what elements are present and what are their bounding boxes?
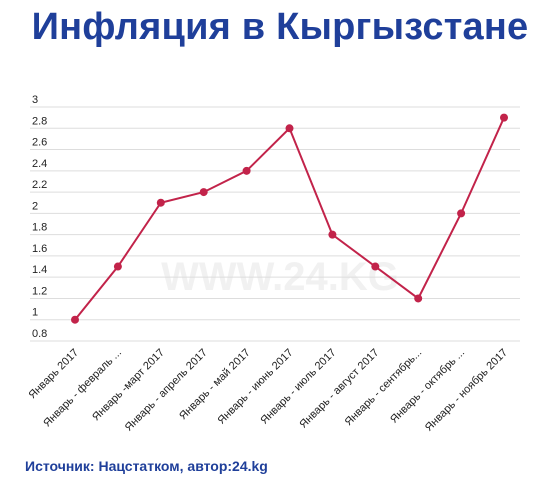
source-note: Источник: Нацстатком, автор:24.kg bbox=[25, 458, 268, 474]
data-point bbox=[113, 262, 122, 271]
y-tick-label: 2.6 bbox=[32, 137, 47, 149]
data-point bbox=[71, 315, 79, 324]
y-tick-label: 1.6 bbox=[32, 243, 47, 255]
y-axis-ticks: 0.8 1 1.2 1.4 1.6 1.8 2 2.2 2.4 2.6 2.8 3 bbox=[32, 94, 47, 340]
x-tick-label: Январь - июль 2017 bbox=[258, 347, 338, 427]
y-tick-label: 3 bbox=[32, 94, 38, 106]
y-tick-label: 2.8 bbox=[32, 115, 47, 127]
y-tick-label: 0.8 bbox=[32, 328, 47, 340]
x-tick-label: Январь - октябрь ... bbox=[388, 347, 467, 426]
data-point bbox=[199, 188, 208, 197]
x-tick-label: Январь -март 2017 bbox=[90, 347, 167, 424]
series-points bbox=[71, 113, 508, 324]
x-tick-label: Январь - сентябрь... bbox=[343, 347, 425, 429]
grid-lines bbox=[30, 106, 520, 342]
data-point bbox=[500, 113, 508, 122]
x-tick-label: Январь - апрель 2017 bbox=[123, 347, 210, 434]
y-tick-label: 1.4 bbox=[32, 264, 47, 276]
data-point bbox=[156, 198, 165, 207]
y-tick-label: 2.4 bbox=[32, 158, 47, 170]
x-tick-label: Январь - август 2017 bbox=[297, 347, 381, 431]
y-tick-label: 2 bbox=[32, 200, 38, 212]
chart-title: Инфляция в Кыргызстане bbox=[31, 6, 529, 48]
data-point bbox=[371, 262, 380, 271]
y-tick-label: 1 bbox=[32, 307, 38, 319]
x-tick-label: Январь - май 2017 bbox=[177, 347, 253, 423]
y-tick-label: 1.2 bbox=[32, 285, 47, 297]
data-point bbox=[414, 294, 423, 303]
data-point bbox=[328, 230, 337, 239]
data-point bbox=[285, 124, 294, 133]
x-tick-label: Январь - ноябрь 2017 bbox=[423, 347, 510, 434]
x-tick-label: Январь - июнь 2017 bbox=[216, 347, 296, 427]
y-tick-label: 2.2 bbox=[32, 179, 47, 191]
x-tick-label: Январь - февраль ... bbox=[41, 347, 124, 430]
data-point bbox=[242, 166, 251, 175]
y-tick-label: 1.8 bbox=[32, 222, 47, 234]
data-point bbox=[457, 209, 466, 218]
